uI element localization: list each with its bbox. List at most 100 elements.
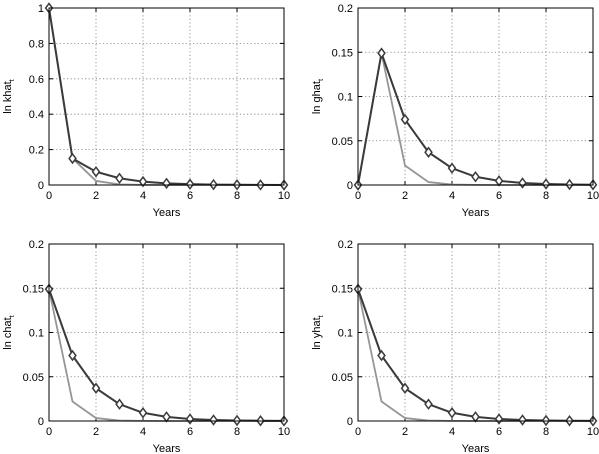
y-tick-label: 0.2: [338, 3, 353, 15]
diamond-marker: [185, 413, 195, 425]
x-tick-label: 10: [587, 190, 599, 202]
y-tick-label: 0: [38, 416, 44, 428]
diamond-marker: [138, 407, 148, 419]
y-tick-label: 0: [347, 180, 353, 192]
diamond-marker: [162, 411, 171, 423]
x-tick-label: 8: [234, 426, 240, 438]
diamond-marker: [68, 152, 77, 165]
diamond-marker: [91, 165, 101, 178]
diamond-marker: [494, 175, 504, 187]
diamond-marker: [518, 414, 527, 426]
diamond-marker: [91, 382, 101, 395]
grid: [358, 8, 593, 185]
ticks: 0 2 4 6 8 10 0 0.05 0.1 0.15 0.2: [23, 239, 291, 438]
diamond-marker: [424, 398, 433, 410]
x-tick-label: 10: [278, 190, 290, 202]
subplot-3: 0 2 4 6 8 10 0 0.05 0.1 0.15 0.2 Years ln chatt: [2, 239, 290, 454]
y-tick-label: 0.8: [29, 38, 44, 50]
series-line-light: [48, 7, 285, 186]
diamond-marker: [447, 407, 457, 419]
x-tick-label: 6: [187, 190, 193, 202]
y-tick-label: 0.05: [23, 372, 44, 384]
x-tick-label: 0: [46, 190, 52, 202]
diamond-marker: [447, 162, 457, 174]
y-axis-label-main: ln khat: [2, 81, 14, 113]
x-tick-label: 4: [449, 190, 455, 202]
series-line-dark: [48, 7, 285, 186]
axis-box: [48, 243, 285, 422]
diamond-marker: [377, 47, 386, 59]
diamond-marker: [185, 178, 195, 190]
grid: [358, 244, 593, 421]
diamond-marker: [232, 414, 242, 427]
y-axis-label: ln khatt: [2, 78, 16, 113]
x-tick-label: 6: [496, 190, 502, 202]
diamond-marker: [162, 177, 171, 190]
y-tick-label: 0.15: [332, 283, 353, 295]
diamond-marker: [541, 178, 551, 190]
x-tick-label: 2: [402, 426, 408, 438]
series-line-dark: [48, 288, 285, 422]
diamond-marker: [471, 411, 480, 423]
diamond-marker: [518, 177, 527, 189]
x-tick-label: 4: [140, 426, 146, 438]
y-tick-label: 0.05: [332, 372, 353, 384]
series-line-dark: [357, 288, 594, 422]
x-tick-label: 8: [234, 190, 240, 202]
x-axis-label: Years: [462, 207, 490, 219]
x-tick-label: 6: [496, 426, 502, 438]
y-tick-label: 0.4: [29, 109, 44, 121]
x-tick-label: 2: [93, 190, 99, 202]
y-tick-label: 1: [38, 3, 44, 15]
grid: [49, 244, 284, 421]
x-tick-label: 4: [140, 190, 146, 202]
x-tick-label: 8: [543, 190, 549, 202]
diamond-marker: [138, 175, 148, 188]
y-axis-label-subscript: t: [7, 314, 16, 317]
y-tick-label: 0.2: [29, 145, 44, 157]
x-tick-label: 2: [93, 426, 99, 438]
y-axis-label-subscript: t: [7, 78, 16, 81]
diamond-marker: [471, 171, 480, 183]
x-tick-label: 10: [587, 426, 599, 438]
axis-box: [357, 7, 594, 186]
series-line-light: [357, 288, 594, 422]
y-axis-label-main: ln ghat: [311, 81, 323, 114]
diamond-marker: [541, 414, 551, 427]
axis-box: [357, 243, 594, 422]
y-axis-label: ln ghatt: [311, 78, 325, 114]
x-tick-label: 4: [449, 426, 455, 438]
axis-box: [48, 7, 285, 186]
diamond-marker: [400, 113, 410, 126]
y-tick-label: 0.15: [332, 47, 353, 59]
x-tick-label: 10: [278, 426, 290, 438]
subplot-1: 0 2 4 6 8 10 0 0.2 0.4 0.6 0.8 1 Years ln khatt: [2, 2, 290, 219]
series-line-light: [48, 288, 285, 422]
x-tick-label: 2: [402, 190, 408, 202]
y-axis-label: ln chatt: [2, 314, 16, 349]
diamond-marker: [209, 414, 218, 426]
diamond-marker: [115, 172, 124, 185]
ticks: 0 2 4 6 8 10 0 0.05 0.1 0.15 0.2: [332, 239, 599, 438]
diamond-marker: [494, 413, 504, 425]
y-tick-label: 0.1: [29, 328, 44, 340]
subplot-4: 0 2 4 6 8 10 0 0.05 0.1 0.15 0.2 Years ln yhatt: [311, 239, 599, 454]
y-tick-label: 0.15: [23, 283, 44, 295]
x-tick-label: 0: [355, 190, 361, 202]
series-line-light: [357, 52, 594, 186]
y-axis-label-main: ln yhat: [311, 317, 323, 349]
ticks: 0 2 4 6 8 10 0 0.2 0.4 0.6 0.8 1: [29, 3, 290, 202]
grid: [49, 8, 284, 185]
y-tick-label: 0: [347, 416, 353, 428]
diamond-marker: [377, 349, 386, 362]
series-line-dark: [357, 52, 594, 186]
subplot-2: 0 2 4 6 8 10 0 0.05 0.1 0.15 0.2 Years ln ghatt: [311, 3, 599, 219]
y-axis-label-subscript: t: [316, 78, 325, 81]
diamond-marker: [115, 398, 124, 410]
y-tick-label: 0.2: [29, 239, 44, 251]
diamond-marker: [400, 382, 410, 395]
diamond-marker: [68, 349, 77, 362]
x-tick-label: 6: [187, 426, 193, 438]
y-tick-label: 0: [38, 180, 44, 192]
